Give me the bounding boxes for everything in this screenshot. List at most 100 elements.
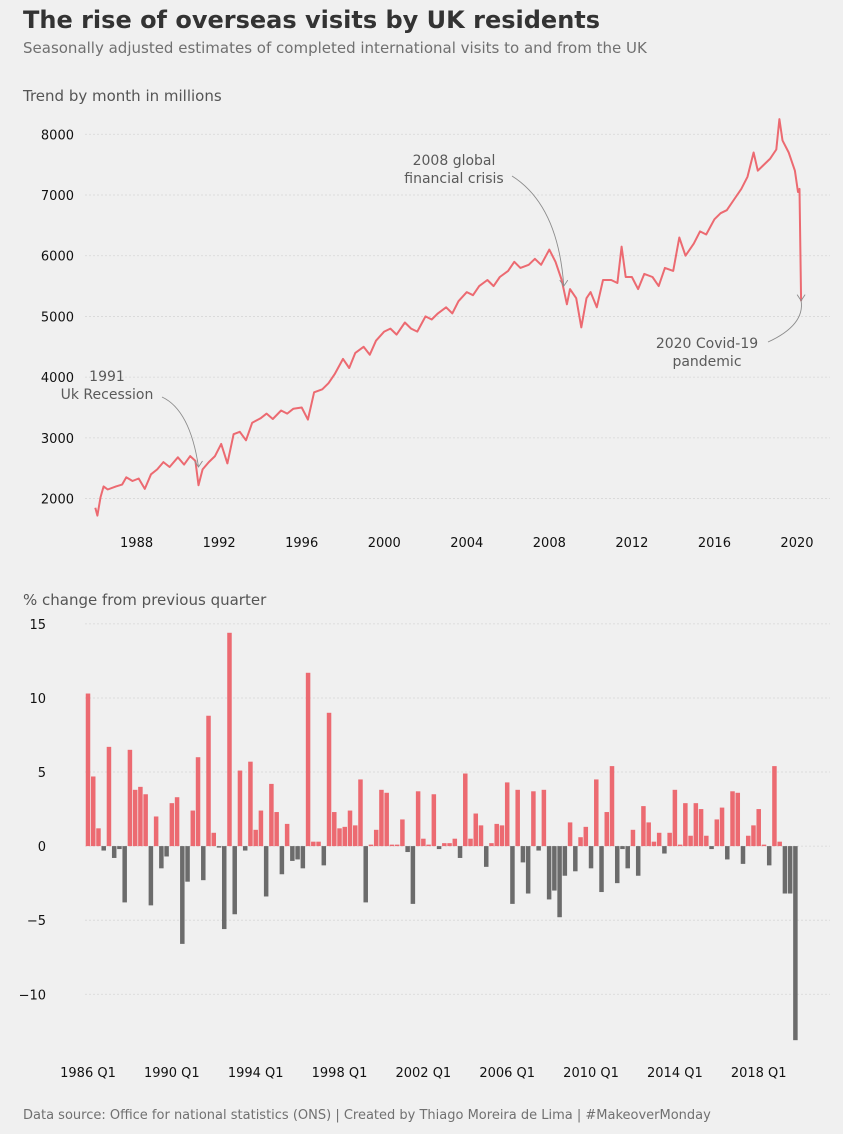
bar — [389, 844, 395, 847]
bar — [704, 835, 709, 847]
bar — [405, 846, 410, 853]
bar — [578, 837, 583, 847]
annotation-label: Uk Recession — [61, 387, 154, 403]
bar-x-tick-label: 2002 Q1 — [395, 1066, 451, 1081]
line-y-tick-label: 7000 — [41, 189, 74, 204]
bar-x-tick-label: 1994 Q1 — [228, 1066, 284, 1081]
bar — [269, 783, 274, 847]
annotation-arrowhead — [796, 294, 806, 302]
bar — [373, 829, 379, 847]
bar — [431, 794, 437, 847]
bar — [363, 846, 368, 903]
bar — [787, 846, 793, 894]
bar — [782, 846, 788, 894]
annotation-label: 2008 global — [413, 153, 496, 169]
bar — [463, 773, 468, 847]
annotation-label: 2020 Covid-19 — [656, 336, 758, 352]
bar — [656, 832, 662, 847]
line-x-tick-label: 1992 — [203, 536, 236, 551]
line-chart: Trend by month in millions 2000 3000 4000 5… — [22, 87, 830, 551]
bar — [206, 715, 211, 847]
bar — [478, 825, 484, 847]
bar — [394, 844, 400, 847]
bar — [520, 846, 526, 863]
bar — [594, 779, 599, 847]
bar — [368, 844, 374, 847]
bar — [609, 766, 615, 847]
line-y-tick-label: 5000 — [41, 310, 74, 325]
bar — [730, 791, 735, 847]
page-subtitle: Seasonally adjusted estimates of complet… — [23, 39, 647, 57]
bar — [525, 846, 531, 894]
bar — [677, 844, 683, 847]
bar — [216, 846, 222, 848]
bar — [337, 828, 342, 847]
bar — [447, 843, 452, 847]
bar — [232, 846, 237, 915]
bar — [672, 789, 678, 847]
line-x-tick-label: 2020 — [780, 536, 813, 551]
bar — [85, 693, 91, 847]
bar — [620, 846, 625, 850]
bar — [201, 846, 206, 881]
bar — [358, 779, 363, 847]
bar — [352, 825, 358, 847]
bar — [719, 807, 725, 847]
bar — [295, 846, 300, 860]
bar — [468, 838, 473, 847]
bar — [190, 810, 196, 847]
bar — [274, 812, 279, 847]
bar — [483, 846, 489, 867]
bar-y-tick-label: 0 — [38, 840, 46, 855]
bar — [342, 826, 348, 847]
bar — [248, 761, 253, 847]
bar — [567, 822, 573, 847]
bar — [426, 844, 431, 847]
annotation-2: 2008 global financial crisis — [404, 153, 569, 287]
bar-x-tick-label: 1998 Q1 — [312, 1066, 368, 1081]
bar — [557, 846, 562, 918]
bar — [756, 809, 761, 847]
bar-chart: % change from previous quarter −10 −5 0 5 10… — [19, 591, 830, 1081]
bar — [625, 846, 630, 869]
bar — [777, 841, 782, 847]
annotation-arrow — [767, 300, 802, 343]
bar — [646, 822, 651, 847]
bar — [714, 819, 720, 847]
bar — [489, 843, 494, 847]
bar — [662, 846, 667, 854]
bar — [599, 846, 604, 893]
bar — [169, 803, 175, 847]
bar — [148, 846, 154, 906]
annotation-1: 1991 Uk Recession — [61, 369, 203, 468]
bar — [735, 792, 741, 847]
bar — [311, 841, 316, 847]
bar-x-tick-label: 2006 Q1 — [479, 1066, 535, 1081]
bar — [452, 838, 458, 847]
bar — [499, 825, 505, 847]
bar — [237, 770, 243, 847]
bar — [683, 803, 688, 847]
bar — [510, 846, 515, 904]
bar — [159, 846, 164, 869]
bar-y-tick-label: −10 — [19, 988, 46, 1003]
bar-x-tick-label: 2010 Q1 — [563, 1066, 619, 1081]
bar — [421, 838, 426, 847]
bar — [630, 829, 636, 847]
bar — [651, 841, 657, 847]
bar — [379, 789, 384, 847]
bar — [745, 835, 751, 847]
bar — [667, 832, 672, 847]
bar — [552, 846, 557, 891]
bar — [436, 846, 442, 850]
bar — [332, 812, 337, 847]
bar — [138, 786, 143, 847]
bar — [614, 846, 620, 884]
bar — [751, 825, 756, 847]
bar — [473, 813, 479, 847]
bar — [693, 803, 699, 847]
line-y-tick-label: 3000 — [41, 432, 74, 447]
bar-y-tick-label: 15 — [29, 618, 46, 633]
bar — [635, 846, 641, 876]
line-y-tick-label: 8000 — [41, 128, 74, 143]
